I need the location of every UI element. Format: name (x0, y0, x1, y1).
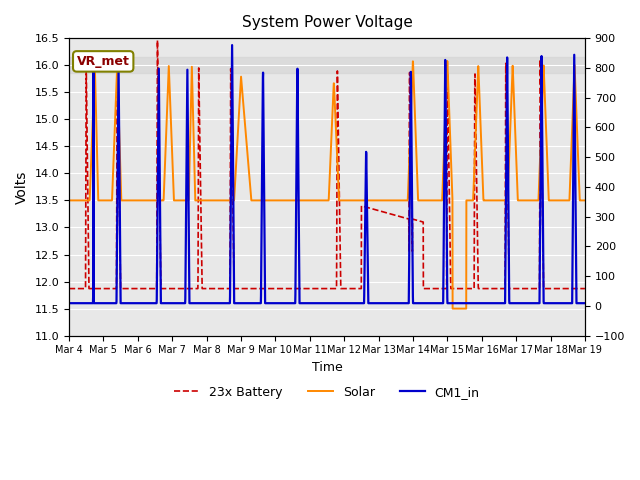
Solar (155, 198, 163, 204)
Solar (285, 198, 293, 204)
Line: 23x Battery: 23x Battery (69, 40, 585, 288)
CM1_in (516, 300, 524, 306)
Line: CM1_in: CM1_in (69, 45, 585, 303)
CM1_in (285, 300, 293, 306)
CM1_in (571, 134, 579, 140)
CM1_in (581, 300, 589, 306)
Solar (263, 198, 271, 204)
23x Battery (571, 286, 579, 291)
23x Battery (155, 125, 163, 131)
Solar (581, 198, 589, 204)
CM1_in (228, 42, 236, 48)
Legend: 23x Battery, Solar, CM1_in: 23x Battery, Solar, CM1_in (169, 381, 484, 404)
CM1_in (65, 300, 73, 306)
23x Battery (124, 286, 132, 291)
Solar (124, 198, 132, 204)
Solar (444, 58, 451, 64)
23x Battery (65, 286, 73, 291)
Solar (65, 198, 73, 204)
Bar (69, 57, 585, 73)
Title: System Power Voltage: System Power Voltage (241, 15, 412, 30)
Solar (449, 306, 456, 312)
Solar (572, 76, 579, 82)
Line: Solar: Solar (69, 61, 585, 309)
23x Battery (154, 37, 161, 43)
23x Battery (516, 286, 524, 291)
23x Battery (581, 286, 589, 291)
CM1_in (155, 98, 163, 104)
Y-axis label: Volts: Volts (15, 170, 29, 204)
Text: VR_met: VR_met (77, 55, 130, 68)
23x Battery (285, 286, 293, 291)
23x Battery (263, 286, 271, 291)
CM1_in (263, 300, 271, 306)
X-axis label: Time: Time (312, 361, 342, 374)
CM1_in (124, 300, 132, 306)
Solar (516, 198, 524, 204)
